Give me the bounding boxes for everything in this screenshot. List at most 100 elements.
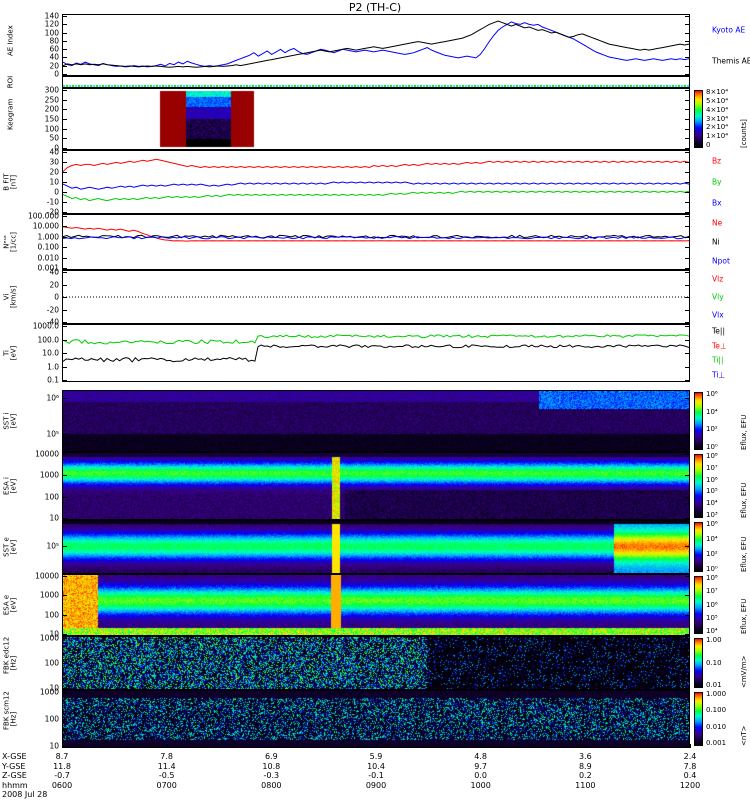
colorbar-esa-i — [694, 454, 703, 518]
x-axis-value: 10.8 — [262, 761, 281, 771]
x-axis-value: -0.1 — [368, 771, 384, 780]
x-axis-value: 11.8 — [53, 761, 71, 771]
tick-mark — [685, 192, 690, 193]
tick-mark — [685, 688, 690, 689]
y-axis-label-fbk-scm12: FBK scm12 [Hz] — [2, 691, 18, 730]
y-tick-sst-i-1: 10⁵ — [46, 429, 59, 439]
panel-fbk-scm12 — [62, 690, 690, 748]
x-tick-mark — [271, 744, 273, 748]
keogram-image — [63, 89, 689, 149]
colorbar-label-esa-e-2: 10⁶ — [706, 600, 718, 609]
tick-mark — [62, 57, 67, 59]
tick-mark — [685, 182, 690, 183]
colorbar-label-sst-i-1: 10⁴ — [706, 407, 718, 416]
tick-mark — [685, 614, 690, 616]
tick-mark — [62, 614, 67, 616]
colorbar-label-esa-e-1: 10⁷ — [706, 587, 718, 596]
y-axis-label-sst-i: SST i [eV] — [2, 412, 18, 430]
x-tick-mark — [480, 744, 482, 748]
y-tick-velocity-0: 40 — [49, 267, 59, 277]
tick-mark — [62, 216, 67, 217]
colorbar-label-fbk-scm12-3: 0.001 — [706, 739, 727, 747]
y-tick-temperature-4: 0.1 — [47, 375, 59, 385]
y-tick-fbk-scm12-1: 100 — [44, 714, 59, 724]
tick-mark — [685, 40, 690, 42]
y-tick-ae-index-6: 20 — [49, 61, 59, 71]
x-axis-value: 1000 — [470, 780, 491, 790]
x-axis-row-label: Z-GSE — [2, 771, 27, 780]
legend-velocity-2: Vlx — [712, 310, 724, 320]
x-axis-value: 2.4 — [683, 752, 697, 761]
panel-b-fit — [62, 150, 690, 214]
y-tick-esa-i-1: 1000 — [39, 470, 59, 480]
y-tick-density-3: 0.100 — [37, 242, 59, 252]
tick-mark — [685, 268, 690, 269]
x-axis-value: 1100 — [575, 780, 596, 790]
tick-mark — [685, 99, 690, 101]
panel-roi — [62, 76, 690, 88]
y-tick-esa-e-0: 10000 — [35, 571, 59, 581]
tick-mark — [685, 339, 690, 341]
tick-mark — [62, 65, 67, 67]
x-axis-value: 0.0 — [474, 771, 488, 780]
colorbar-label-esa-i-4: 10⁴ — [706, 499, 718, 508]
y-tick-fbk-edc12-1: 100 — [44, 658, 59, 668]
colorbar-sst-i — [694, 392, 703, 450]
plot-area-density — [63, 226, 689, 242]
y-tick-keogram-1: 250 — [44, 95, 59, 105]
tick-mark — [62, 518, 67, 519]
colorbar-label-esa-i-1: 10⁷ — [706, 463, 718, 472]
tick-mark — [685, 57, 690, 59]
colorbar-label-keogram-0: 8×10⁴ — [706, 88, 729, 96]
colorbar-fbk-edc12 — [694, 638, 703, 688]
tick-mark — [62, 366, 67, 368]
tick-mark — [685, 226, 690, 228]
series-ti-par — [63, 334, 689, 345]
spectrogram-esa-i — [63, 453, 689, 519]
x-axis-value: -0.7 — [54, 771, 70, 780]
y-tick-b-fit-2: 20 — [49, 167, 59, 177]
x-axis-value: -0.5 — [158, 771, 175, 780]
panel-ae-index — [62, 14, 690, 76]
tick-mark — [685, 284, 690, 286]
tick-mark — [685, 638, 690, 639]
tick-mark — [685, 518, 690, 519]
colorbar-label-keogram-5: 1×10⁴ — [706, 132, 729, 141]
legend-velocity-0: Vlz — [712, 274, 724, 284]
panel-temperature — [62, 324, 690, 382]
tick-mark — [685, 719, 690, 720]
colorbar-title-esa-e: Eflux, EFU — [740, 598, 748, 634]
x-tick-mark — [585, 744, 587, 748]
y-tick-b-fit-6: -20 — [46, 207, 59, 217]
tick-mark — [685, 663, 690, 664]
tick-mark — [62, 475, 67, 477]
colorbar-label-fbk-edc12-0: 1.00 — [706, 636, 722, 644]
colorbar-label-sst-e-0: 10⁶ — [706, 520, 718, 528]
y-tick-temperature-3: 1.0 — [47, 362, 59, 371]
panel-esa-e — [62, 574, 690, 636]
y-tick-sst-i-0: 10⁶ — [46, 393, 59, 403]
legend-ae-index-0: Kyoto AE — [712, 25, 746, 34]
y-axis-label-b-fit: B FIT [nT] — [2, 173, 18, 191]
tick-mark — [685, 24, 690, 26]
y-axis-label-density: Nᵉˢᵃ [1/cc] — [2, 232, 18, 252]
tick-mark — [62, 638, 67, 639]
x-axis-value: 9.7 — [474, 761, 488, 771]
colorbar-title-esa-i: Eflux, EFU — [740, 482, 748, 518]
tick-mark — [685, 65, 690, 67]
tick-mark — [62, 257, 67, 259]
y-tick-b-fit-4: 0 — [54, 187, 59, 197]
y-tick-density-4: 0.010 — [37, 253, 59, 263]
y-tick-esa-e-1: 1000 — [39, 590, 59, 600]
x-axis-value: 0600 — [51, 780, 73, 790]
y-tick-ae-index-5: 40 — [49, 52, 59, 62]
tick-mark — [62, 16, 67, 17]
tick-mark — [685, 434, 690, 435]
tick-mark — [62, 49, 67, 51]
y-tick-velocity-2: 0 — [54, 292, 59, 302]
tick-mark — [685, 152, 690, 153]
tick-mark — [62, 719, 67, 720]
series-kyoto-ae — [63, 21, 689, 68]
x-axis-value: 8.7 — [55, 752, 69, 761]
plot-area-temperature — [63, 334, 689, 363]
